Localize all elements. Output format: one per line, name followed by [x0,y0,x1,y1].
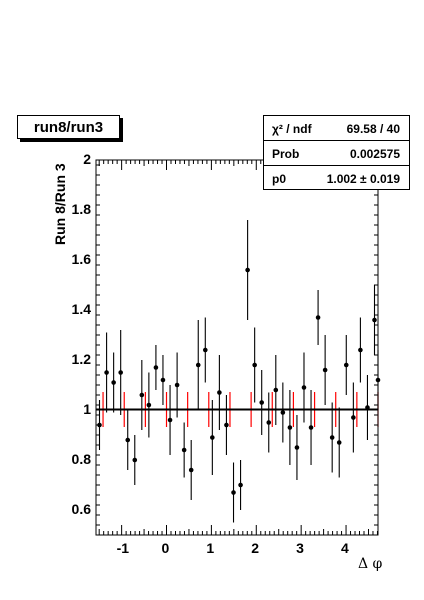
y-tick-label: 1.4 [71,301,91,317]
axes [95,159,379,536]
stat-row-chi2: χ² / ndf 69.58 / 40 [264,116,409,141]
data-point [245,267,250,273]
stat-row-prob: Prob 0.002575 [264,141,409,166]
fit-stats-box: χ² / ndf 69.58 / 40 Prob 0.002575 p0 1.0… [263,115,410,190]
data-point [125,437,131,443]
data-point [160,377,166,383]
data-point [132,457,138,463]
p0-label: p0 [272,172,287,186]
y-axis-label: Run 8/Run 3 [52,163,68,245]
chi2-label: χ² / ndf [272,122,312,136]
y-tick-label: 1.2 [71,351,91,367]
y-tick-label: 1.6 [71,251,91,267]
data-point [167,417,173,423]
data-point [287,425,293,430]
x-tick-label: 2 [251,540,260,556]
x-tick-label: -1 [116,540,130,556]
data-point [174,382,180,388]
data-point [351,415,356,420]
data-point [104,370,109,375]
data-point [139,392,145,398]
data-point [308,425,314,430]
y-tick-label: 1 [83,401,91,417]
chart-title-box: run8/run3 [17,115,120,139]
prob-label: Prob [272,147,300,161]
x-tick-label: 4 [341,540,349,556]
data-point [118,370,123,375]
x-tick-label: 1 [206,540,215,556]
data-point [195,362,201,368]
x-tick-label: 3 [296,540,304,556]
data-point [372,317,377,323]
error-bars [98,220,379,523]
data-point [153,365,159,370]
y-tick-label: 0.8 [71,451,91,467]
plot-frame [95,159,379,536]
data-point [238,482,243,488]
stat-row-p0: p0 1.002 ± 0.019 [264,166,409,191]
data-point [252,362,257,368]
data-point [146,402,152,408]
data-point [365,405,370,410]
data-point [301,385,307,390]
p0-value: 1.002 ± 0.019 [326,172,400,186]
prob-value: 0.002575 [349,147,400,161]
data-point [231,490,236,495]
y-tick-label: 1.8 [71,201,91,217]
data-point [259,400,265,405]
data-point [343,362,349,368]
data-point [202,347,208,353]
data-point [315,315,321,320]
y-tick-label: 2 [83,151,91,167]
data-point [280,410,286,415]
data-point [224,422,229,428]
data-point [217,390,222,395]
chi2-value: 69.58 / 40 [346,122,400,136]
data-point [181,447,187,453]
data-point [322,367,328,373]
data-point [210,435,215,440]
data-points [97,267,381,495]
data-point [188,467,194,473]
data-point [266,420,272,425]
data-point [111,380,116,385]
data-point [358,347,363,353]
data-point [336,440,342,445]
chart-title: run8/run3 [33,118,104,136]
data-point [273,387,279,393]
y-tick-label: 0.6 [71,501,91,517]
x-axis-label: Δ φ [358,556,383,572]
x-tick-label: 0 [161,540,170,556]
data-point [294,445,300,450]
data-point [329,435,335,440]
